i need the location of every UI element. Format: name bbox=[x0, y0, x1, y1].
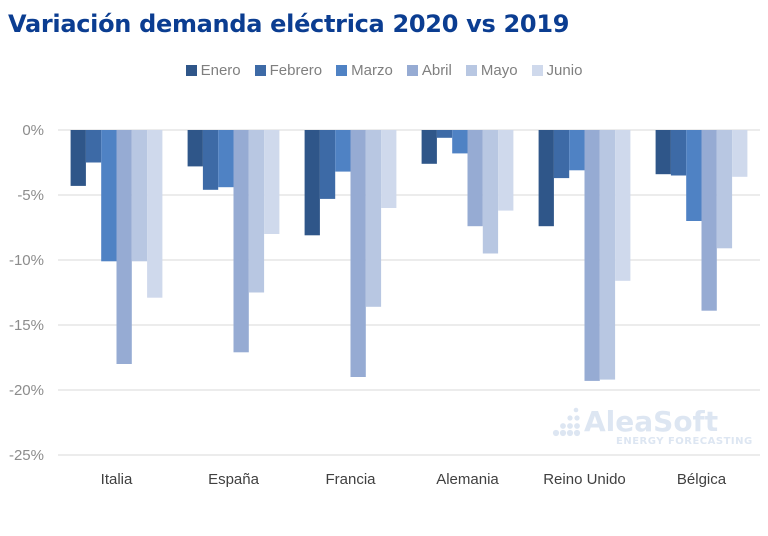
legend-item-mayo: Mayo bbox=[465, 62, 518, 79]
watermark-tagline: ENERGY FORECASTING bbox=[616, 436, 753, 447]
legend-item-abril: Abril bbox=[406, 62, 452, 79]
legend-swatch bbox=[254, 65, 266, 76]
bar-italia-junio bbox=[147, 130, 163, 298]
bar-alemania-marzo bbox=[452, 130, 468, 154]
legend-swatch bbox=[336, 65, 348, 76]
aleasoft-watermark: AleaSoft ENERGY FORECASTING bbox=[552, 405, 753, 447]
y-tick-label: 0% bbox=[22, 122, 44, 139]
bar-alemania-junio bbox=[498, 130, 514, 211]
bar-italia-marzo bbox=[101, 130, 117, 262]
bar-bélgica-febrero bbox=[670, 130, 687, 176]
y-tick-label: -25% bbox=[9, 447, 44, 464]
bars bbox=[70, 130, 748, 381]
y-tick-label: -10% bbox=[9, 252, 44, 269]
legend-label: Marzo bbox=[351, 62, 393, 79]
x-category-label: Bélgica bbox=[677, 471, 727, 488]
bar-francia-abril bbox=[350, 130, 366, 377]
gridlines bbox=[58, 129, 760, 456]
bar-bélgica-mayo bbox=[716, 130, 733, 249]
bar-bélgica-marzo bbox=[686, 130, 702, 221]
legend-label: Mayo bbox=[480, 62, 518, 79]
bar-alemania-enero bbox=[421, 130, 437, 164]
bar-reino-unido-marzo bbox=[569, 130, 585, 171]
bar-francia-marzo bbox=[335, 130, 351, 172]
y-tick-label: -5% bbox=[17, 187, 44, 204]
legend-label: Abril bbox=[421, 62, 452, 79]
legend-item-febrero: Febrero bbox=[254, 62, 323, 79]
x-category-label: Alemania bbox=[436, 471, 499, 488]
bar-reino-unido-febrero bbox=[553, 130, 570, 179]
legend-swatch bbox=[465, 65, 477, 76]
bar-francia-febrero bbox=[319, 130, 336, 199]
watermark-brand: AleaSoft bbox=[584, 405, 718, 438]
legend-label: Enero bbox=[200, 62, 241, 79]
bar-españa-febrero bbox=[202, 130, 219, 190]
y-axis-ticks: 0% -5% -10% -15% -20% -25% bbox=[9, 122, 44, 464]
bar-italia-enero bbox=[70, 130, 86, 186]
bar-reino-unido-abril bbox=[584, 130, 600, 381]
bar-francia-enero bbox=[304, 130, 320, 236]
bar-españa-marzo bbox=[218, 130, 234, 188]
x-category-label: Italia bbox=[101, 471, 133, 488]
x-category-label: Reino Unido bbox=[543, 471, 626, 488]
x-category-label: Francia bbox=[325, 471, 376, 488]
bar-españa-abril bbox=[233, 130, 249, 353]
aleasoft-logo-dots-icon bbox=[552, 407, 581, 437]
chart-title: Variación demanda eléctrica 2020 vs 2019 bbox=[8, 10, 570, 38]
y-tick-label: -20% bbox=[9, 382, 44, 399]
x-category-label: España bbox=[208, 471, 260, 488]
legend-item-enero: Enero bbox=[185, 62, 241, 79]
legend-label: Junio bbox=[546, 62, 583, 79]
bar-alemania-abril bbox=[467, 130, 483, 227]
bar-españa-enero bbox=[187, 130, 203, 167]
bar-reino-unido-mayo bbox=[599, 130, 616, 380]
bar-francia-junio bbox=[381, 130, 397, 208]
legend-swatch bbox=[406, 65, 418, 76]
legend-swatch bbox=[531, 65, 543, 76]
bar-reino-unido-junio bbox=[615, 130, 631, 281]
legend-item-junio: Junio bbox=[531, 62, 583, 79]
bar-italia-mayo bbox=[131, 130, 148, 262]
bar-alemania-febrero bbox=[436, 130, 453, 138]
bar-alemania-mayo bbox=[482, 130, 499, 254]
bar-reino-unido-enero bbox=[538, 130, 554, 227]
bar-españa-junio bbox=[264, 130, 280, 234]
bar-italia-abril bbox=[116, 130, 132, 364]
legend: Enero Febrero Marzo Abril Mayo Junio bbox=[0, 62, 768, 79]
legend-swatch bbox=[185, 65, 197, 76]
bar-bélgica-junio bbox=[732, 130, 748, 177]
bar-bélgica-enero bbox=[655, 130, 671, 175]
bar-bélgica-abril bbox=[701, 130, 717, 311]
legend-item-marzo: Marzo bbox=[336, 62, 393, 79]
legend-label: Febrero bbox=[269, 62, 323, 79]
bar-francia-mayo bbox=[365, 130, 382, 307]
bar-italia-febrero bbox=[85, 130, 102, 163]
y-tick-label: -15% bbox=[9, 317, 44, 334]
x-axis-categories: Italia España Francia Alemania Reino Unido Bé… bbox=[101, 471, 727, 488]
bar-españa-mayo bbox=[248, 130, 265, 293]
